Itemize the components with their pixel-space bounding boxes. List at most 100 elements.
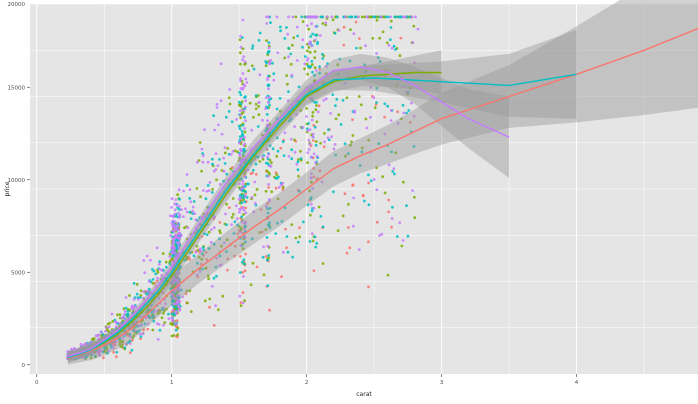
data-point — [281, 186, 285, 189]
data-point — [336, 229, 340, 233]
data-point — [243, 262, 247, 266]
data-point — [240, 201, 244, 205]
data-point — [212, 226, 216, 230]
data-point — [100, 335, 104, 339]
points-layer — [66, 15, 420, 360]
data-point — [290, 73, 294, 77]
data-point — [238, 109, 242, 112]
data-point — [111, 344, 115, 348]
data-point — [224, 115, 228, 119]
data-point — [133, 328, 137, 332]
data-point — [122, 313, 126, 316]
data-point — [262, 245, 265, 249]
data-point — [318, 169, 322, 173]
data-point — [200, 257, 204, 261]
data-point — [308, 50, 312, 54]
data-point — [333, 143, 337, 146]
data-point — [226, 257, 230, 261]
data-point — [238, 154, 242, 158]
data-point — [379, 15, 383, 19]
data-point — [184, 292, 188, 296]
x-tick-label: 1 — [170, 380, 174, 386]
data-point — [334, 153, 338, 157]
data-point — [267, 183, 270, 186]
data-point — [268, 199, 271, 203]
confidence-band — [67, 53, 510, 361]
data-point — [155, 246, 159, 250]
data-point — [295, 59, 299, 62]
data-point — [200, 147, 204, 151]
data-point — [318, 65, 321, 69]
data-point — [199, 223, 203, 227]
data-point — [103, 335, 106, 338]
data-point — [294, 236, 298, 240]
data-point — [295, 162, 299, 166]
y-tick-label: 0 — [22, 363, 26, 369]
data-point — [261, 118, 264, 122]
data-point — [372, 178, 376, 181]
data-point — [123, 346, 127, 349]
data-point — [215, 106, 219, 109]
data-point — [390, 225, 393, 229]
x-tick-label: 0 — [35, 380, 39, 386]
data-point — [239, 304, 243, 308]
data-point — [178, 288, 181, 292]
data-point — [207, 277, 211, 281]
data-point — [266, 101, 270, 104]
data-point — [317, 205, 321, 209]
data-point — [121, 336, 125, 340]
data-point — [313, 235, 317, 239]
data-point — [206, 274, 210, 278]
data-point — [350, 15, 354, 19]
data-point — [323, 132, 326, 135]
data-point — [132, 307, 136, 311]
data-point — [285, 235, 289, 238]
data-point — [398, 15, 402, 19]
data-point — [324, 21, 328, 25]
data-point — [251, 44, 255, 48]
data-point — [157, 296, 161, 300]
data-point — [408, 86, 412, 90]
data-point — [201, 152, 205, 155]
data-point — [243, 142, 247, 146]
data-point — [250, 128, 254, 132]
data-point — [265, 39, 268, 42]
data-point — [355, 46, 358, 50]
data-point — [157, 262, 161, 266]
data-point — [199, 262, 203, 266]
data-point — [155, 309, 159, 313]
data-point — [129, 325, 133, 329]
data-point — [285, 26, 288, 29]
data-point — [293, 150, 297, 154]
data-point — [239, 231, 242, 234]
data-point — [230, 223, 233, 227]
data-point — [398, 54, 402, 58]
data-point — [305, 115, 308, 118]
data-point — [132, 282, 136, 285]
data-point — [176, 279, 180, 282]
data-point — [268, 144, 272, 148]
data-point — [298, 226, 301, 230]
data-point — [267, 46, 271, 50]
data-point — [110, 312, 114, 316]
data-point — [320, 180, 324, 184]
data-point — [241, 206, 245, 210]
data-point — [94, 354, 97, 358]
data-point — [120, 345, 123, 349]
data-point — [405, 111, 408, 115]
data-point — [309, 213, 312, 217]
data-point — [177, 281, 181, 285]
data-point — [211, 188, 215, 191]
data-point — [177, 247, 181, 251]
data-point — [118, 343, 122, 347]
data-point — [412, 115, 416, 118]
data-point — [178, 205, 181, 208]
data-point — [224, 212, 227, 216]
data-point — [307, 46, 311, 49]
data-point — [244, 211, 248, 215]
data-point — [176, 286, 180, 290]
data-point — [243, 115, 246, 119]
data-point — [361, 194, 365, 197]
data-point — [201, 160, 205, 164]
data-point — [291, 15, 295, 19]
